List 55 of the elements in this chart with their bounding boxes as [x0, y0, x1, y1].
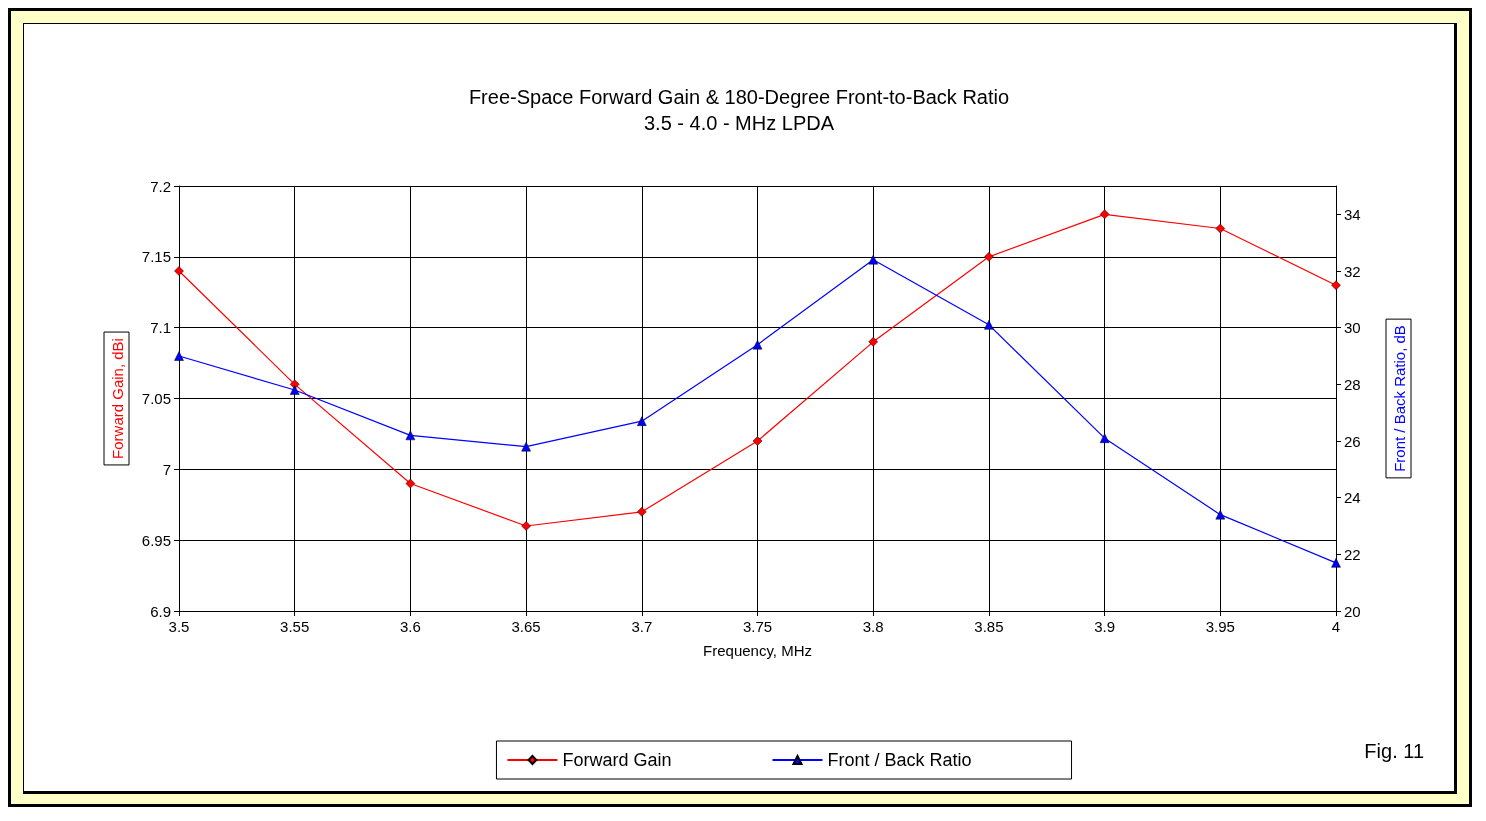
- point: [174, 351, 184, 361]
- point: [637, 416, 647, 426]
- y2-axis-title: Front / Back Ratio, dB: [1391, 325, 1408, 472]
- point: [1099, 433, 1110, 443]
- point: [752, 339, 763, 350]
- x-tick-label: 3.95: [1205, 618, 1235, 635]
- point: [405, 478, 416, 489]
- y2-tick-label: 20: [1344, 602, 1361, 620]
- point: [1215, 223, 1226, 234]
- point: [521, 521, 531, 531]
- point: [637, 507, 647, 517]
- y2-tick-label: 26: [1344, 432, 1361, 450]
- point: [984, 252, 994, 262]
- y-tick-label: 7.2: [150, 177, 171, 195]
- x-tick-label: 4: [1331, 618, 1341, 635]
- point: [174, 266, 184, 276]
- y-tick-label: 6.95: [141, 531, 171, 549]
- x-tick-label: 3.85: [974, 618, 1004, 635]
- x-tick-label: 3.8: [862, 618, 884, 635]
- x-tick-label: 3.55: [280, 618, 310, 635]
- y-tick-label: 7.15: [141, 248, 171, 266]
- chart-title: Free-Space Forward Gain & 180-Degree Front-to-Back Ratio: [468, 86, 1010, 108]
- point: [868, 254, 878, 265]
- point: [1099, 209, 1110, 220]
- caption: Fig. 11: [1364, 740, 1425, 762]
- y-axis-title: Forward Gain, dBi: [109, 338, 126, 459]
- point: [1331, 280, 1341, 290]
- point: [868, 337, 878, 347]
- y2-tick-label: 30: [1344, 319, 1361, 337]
- y2-tick-label: 32: [1344, 262, 1361, 280]
- point: [984, 320, 994, 330]
- y-tick-label: 6.9: [150, 602, 171, 620]
- point: [1331, 558, 1341, 568]
- legend-label: Forward Gain: [562, 750, 672, 770]
- point: [752, 436, 763, 446]
- y2-tick-label: 24: [1344, 489, 1361, 507]
- point: [289, 385, 300, 395]
- legend-label: Front / Back Ratio: [827, 750, 972, 770]
- x-tick-label: 3.65: [511, 618, 541, 635]
- x-tick-label: 3.9: [1094, 618, 1116, 635]
- chart-subtitle: 3.5 - 4.0 - MHz LPDA: [643, 112, 835, 134]
- y-tick-label: 7: [162, 460, 171, 478]
- y-tick-label: 7.05: [141, 390, 171, 407]
- x-tick-label: 3.5: [168, 618, 190, 635]
- x-tick-label: 3.7: [631, 618, 653, 635]
- y2-tick-label: 34: [1344, 205, 1361, 223]
- y2-tick-label: 28: [1344, 375, 1361, 393]
- y-tick-label: 7.1: [150, 319, 171, 337]
- point: [521, 441, 531, 452]
- y2-tick-label: 22: [1344, 545, 1361, 563]
- x-tick-label: 3.6: [399, 618, 421, 635]
- x-tick-label: 3.75: [742, 618, 773, 635]
- x-axis-title: Frequency, MHz: [703, 642, 812, 659]
- point: [405, 430, 416, 441]
- point: [1215, 509, 1226, 520]
